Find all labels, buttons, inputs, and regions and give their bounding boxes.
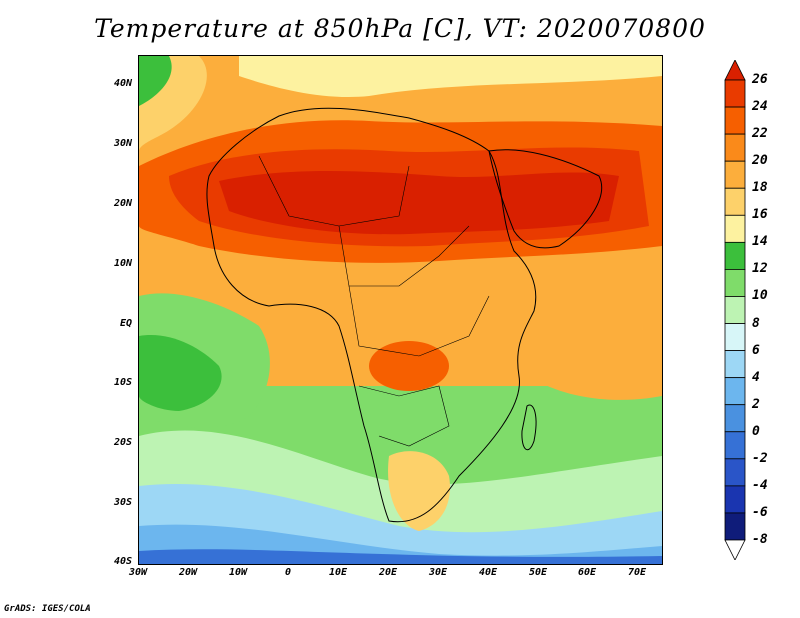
colorbar-box — [724, 296, 746, 324]
colorbar-box — [724, 350, 746, 379]
colorbar-label: 12 — [752, 261, 768, 277]
colorbar-box — [724, 485, 746, 514]
lon-label-60e: 60E — [577, 567, 597, 578]
lon-label-50e: 50E — [528, 567, 548, 578]
colorbar-label: 16 — [752, 207, 768, 223]
colorbar-label: 14 — [752, 234, 768, 250]
lat-label-40n: 40N — [113, 78, 132, 89]
colorbar-label: -2 — [752, 450, 768, 466]
colorbar-label: 2 — [752, 396, 760, 412]
lat-label-30s: 30S — [113, 497, 132, 508]
colorbar-box — [724, 214, 746, 243]
temperature-map — [138, 55, 663, 565]
colorbar-label: 18 — [752, 180, 768, 196]
colorbar-label: 22 — [752, 126, 768, 142]
colorbar-box — [724, 404, 746, 433]
colorbar-label: 10 — [752, 288, 768, 304]
lon-label-10w: 10W — [228, 567, 248, 578]
lon-label-70e: 70E — [627, 567, 647, 578]
lat-label-30n: 30N — [113, 138, 132, 149]
lon-label-20e: 20E — [378, 567, 398, 578]
colorbar-box — [724, 512, 746, 541]
colorbar — [724, 60, 746, 560]
colorbar-label: -6 — [752, 504, 768, 520]
colorbar-label: 4 — [752, 369, 760, 385]
colorbar-box — [724, 187, 746, 216]
lon-label-30e: 30E — [428, 567, 448, 578]
colorbar-label: -8 — [752, 532, 768, 547]
lon-label-20w: 20W — [178, 567, 198, 578]
colorbar-box — [724, 79, 746, 108]
map-title: Temperature at 850hPa [C], VT: 202007080… — [94, 14, 706, 43]
colorbar-label: 20 — [752, 153, 768, 169]
colorbar-label: 24 — [752, 99, 768, 115]
footer-credit: GrADS: IGES/COLA — [4, 604, 91, 614]
colorbar-box — [724, 431, 746, 460]
lon-label-10e: 10E — [328, 567, 348, 578]
colorbar-label: 0 — [752, 423, 760, 439]
colorbar-label: -4 — [752, 477, 768, 493]
lat-label-20n: 20N — [113, 198, 132, 209]
lat-label-20s: 20S — [113, 437, 132, 448]
colorbar-box — [724, 241, 746, 270]
colorbar-box — [724, 377, 746, 406]
colorbar-top-triangle — [724, 60, 746, 81]
colorbar-box — [724, 269, 746, 297]
lon-label-40e: 40E — [478, 567, 498, 578]
colorbar-box — [724, 133, 746, 162]
colorbar-label: 6 — [752, 342, 760, 358]
lon-label-0: 0 — [284, 567, 292, 578]
lat-label-10n: 10N — [113, 258, 132, 269]
lat-label-40s: 40S — [113, 556, 132, 567]
lon-label-30w: 30W — [128, 567, 148, 578]
lat-label-10s: 10S — [113, 377, 132, 388]
colorbar-bottom-triangle — [724, 539, 746, 560]
colorbar-label: 26 — [752, 72, 768, 87]
colorbar-box — [724, 160, 746, 189]
lat-label-eq: EQ — [119, 318, 132, 329]
colorbar-box — [724, 458, 746, 487]
colorbar-label: 8 — [752, 315, 760, 331]
temperature-field — [139, 56, 662, 564]
colorbar-box — [724, 106, 746, 135]
colorbar-box — [724, 323, 746, 351]
